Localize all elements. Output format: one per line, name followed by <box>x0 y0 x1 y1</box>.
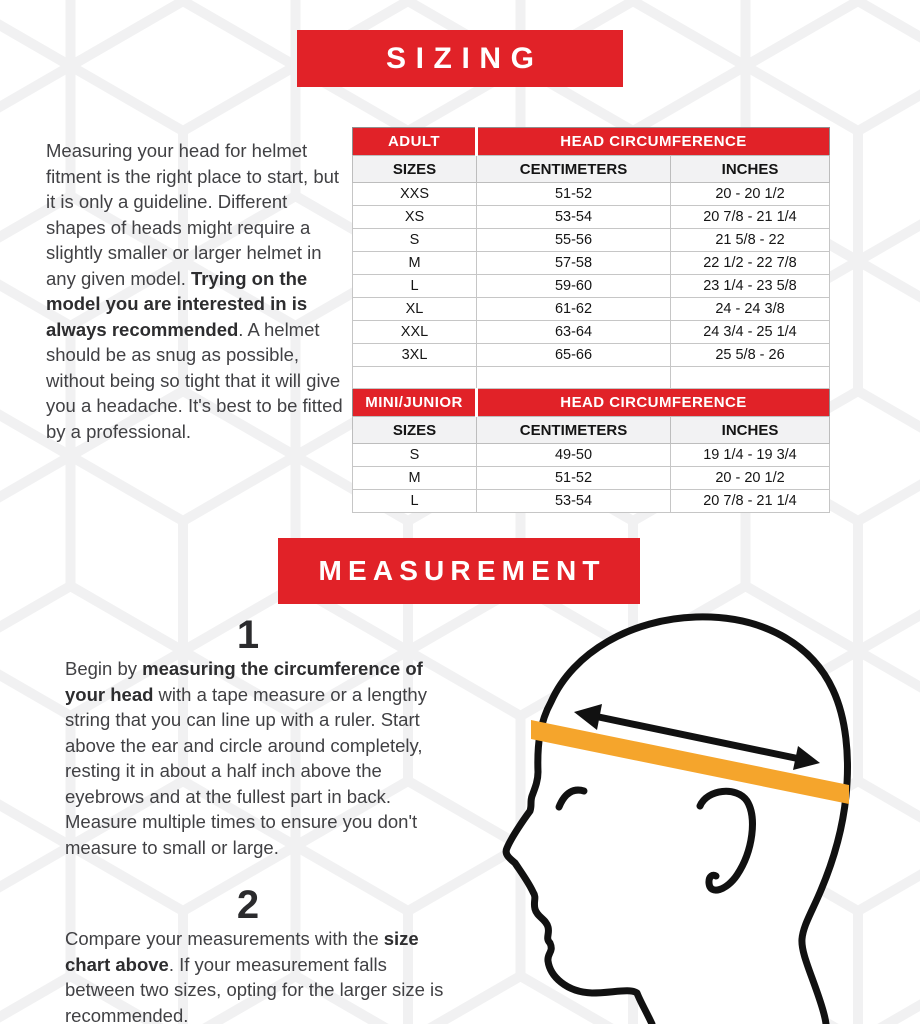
junior-row-m: M 51-52 20 - 20 1/2 <box>352 466 830 490</box>
inches-cell: 24 3/4 - 25 1/4 <box>670 320 830 344</box>
adult-group-label: ADULT <box>352 127 478 156</box>
inches-cell: 20 7/8 - 21 1/4 <box>670 205 830 229</box>
size-cell: XXS <box>352 182 477 206</box>
inches-cell: 24 - 24 3/8 <box>670 297 830 321</box>
sizing-banner: SIZING <box>297 30 623 87</box>
inches-cell: 20 7/8 - 21 1/4 <box>670 489 830 513</box>
measurement-banner-label: MEASUREMENT <box>318 555 606 586</box>
adult-header-row: ADULT HEAD CIRCUMFERENCE <box>352 127 830 156</box>
inches-cell: 23 1/4 - 23 5/8 <box>670 274 830 298</box>
head-outline-path <box>502 613 851 1024</box>
sizing-banner-label: SIZING <box>385 41 544 75</box>
adult-row-xs: XS 53-54 20 7/8 - 21 1/4 <box>352 205 830 229</box>
cm-cell: 63-64 <box>476 320 671 344</box>
eyebrow-path <box>555 786 588 811</box>
step-2-lead: Compare your measurements with the <box>65 928 384 949</box>
size-cell: XS <box>352 205 477 229</box>
step-1-bold: measuring the circumference of your head <box>65 658 423 705</box>
cm-cell: 65-66 <box>476 343 671 367</box>
intro-bold: Trying on the model you are interested i… <box>46 267 308 340</box>
measuring-band <box>531 720 849 804</box>
table-spacer-row <box>352 366 830 389</box>
junior-col-centimeters: CENTIMETERS <box>476 416 671 444</box>
adult-row-s: S 55-56 21 5/8 - 22 <box>352 228 830 252</box>
step-1-number: 1 <box>236 613 260 657</box>
size-cell: M <box>352 251 477 275</box>
adult-row-xl: XL 61-62 24 - 24 3/8 <box>352 297 830 321</box>
step-2-number: 2 <box>236 883 260 927</box>
inches-cell: 19 1/4 - 19 3/4 <box>670 443 830 467</box>
junior-column-header-row: SIZES CENTIMETERS INCHES <box>352 416 830 444</box>
step-2-paragraph: Compare your measurements with the size … <box>65 926 457 1024</box>
size-cell: L <box>352 489 477 513</box>
adult-row-l: L 59-60 23 1/4 - 23 5/8 <box>352 274 830 298</box>
size-cell: M <box>352 466 477 490</box>
cm-cell: 49-50 <box>476 443 671 467</box>
adult-col-centimeters: CENTIMETERS <box>476 155 671 183</box>
junior-col-inches: INCHES <box>670 416 830 444</box>
junior-group-label: MINI/JUNIOR <box>352 388 478 417</box>
measurement-banner: MEASUREMENT <box>278 538 640 604</box>
inches-cell: 20 - 20 1/2 <box>670 182 830 206</box>
size-cell: S <box>352 443 477 467</box>
intro-tail: . A helmet should be as snug as possible… <box>46 318 343 442</box>
adult-column-header-row: SIZES CENTIMETERS INCHES <box>352 155 830 183</box>
adult-row-xxs: XXS 51-52 20 - 20 1/2 <box>352 182 830 206</box>
inches-cell: 21 5/8 - 22 <box>670 228 830 252</box>
size-cell: XXL <box>352 320 477 344</box>
head-profile-illustration <box>502 613 851 1024</box>
cm-cell: 59-60 <box>476 274 671 298</box>
intro-lead: Measuring your head for helmet fitment i… <box>46 140 340 289</box>
cm-cell: 51-52 <box>476 466 671 490</box>
adult-row-m: M 57-58 22 1/2 - 22 7/8 <box>352 251 830 275</box>
size-cell: XL <box>352 297 477 321</box>
size-cell: 3XL <box>352 343 477 367</box>
ear-path <box>696 787 756 894</box>
step-1-paragraph: Begin by measuring the circumference of … <box>65 656 463 860</box>
junior-col-sizes: SIZES <box>352 416 477 444</box>
cm-cell: 55-56 <box>476 228 671 252</box>
adult-span-label: HEAD CIRCUMFERENCE <box>476 127 830 156</box>
adult-row-3xl: 3XL 65-66 25 5/8 - 26 <box>352 343 830 367</box>
cm-cell: 53-54 <box>476 489 671 513</box>
junior-row-s: S 49-50 19 1/4 - 19 3/4 <box>352 443 830 467</box>
step-1-lead: Begin by <box>65 658 143 679</box>
step-2-bold: size chart above <box>65 928 419 975</box>
measure-arrow-icon <box>574 704 820 770</box>
junior-span-label: HEAD CIRCUMFERENCE <box>476 388 830 417</box>
cm-cell: 61-62 <box>476 297 671 321</box>
adult-col-inches: INCHES <box>670 155 830 183</box>
size-cell: L <box>352 274 477 298</box>
size-chart-table: ADULT HEAD CIRCUMFERENCE SIZES CENTIMETE… <box>352 127 830 513</box>
junior-header-row: MINI/JUNIOR HEAD CIRCUMFERENCE <box>352 388 830 417</box>
cm-cell: 51-52 <box>476 182 671 206</box>
inches-cell: 20 - 20 1/2 <box>670 466 830 490</box>
junior-row-l: L 53-54 20 7/8 - 21 1/4 <box>352 489 830 513</box>
cm-cell: 53-54 <box>476 205 671 229</box>
intro-paragraph: Measuring your head for helmet fitment i… <box>46 138 344 444</box>
adult-row-xxl: XXL 63-64 24 3/4 - 25 1/4 <box>352 320 830 344</box>
inches-cell: 22 1/2 - 22 7/8 <box>670 251 830 275</box>
cm-cell: 57-58 <box>476 251 671 275</box>
size-cell: S <box>352 228 477 252</box>
step-1-tail: with a tape measure or a lengthy string … <box>65 683 427 858</box>
step-2-tail: . If your measurement falls between two … <box>65 953 444 1024</box>
inches-cell: 25 5/8 - 26 <box>670 343 830 367</box>
adult-col-sizes: SIZES <box>352 155 477 183</box>
